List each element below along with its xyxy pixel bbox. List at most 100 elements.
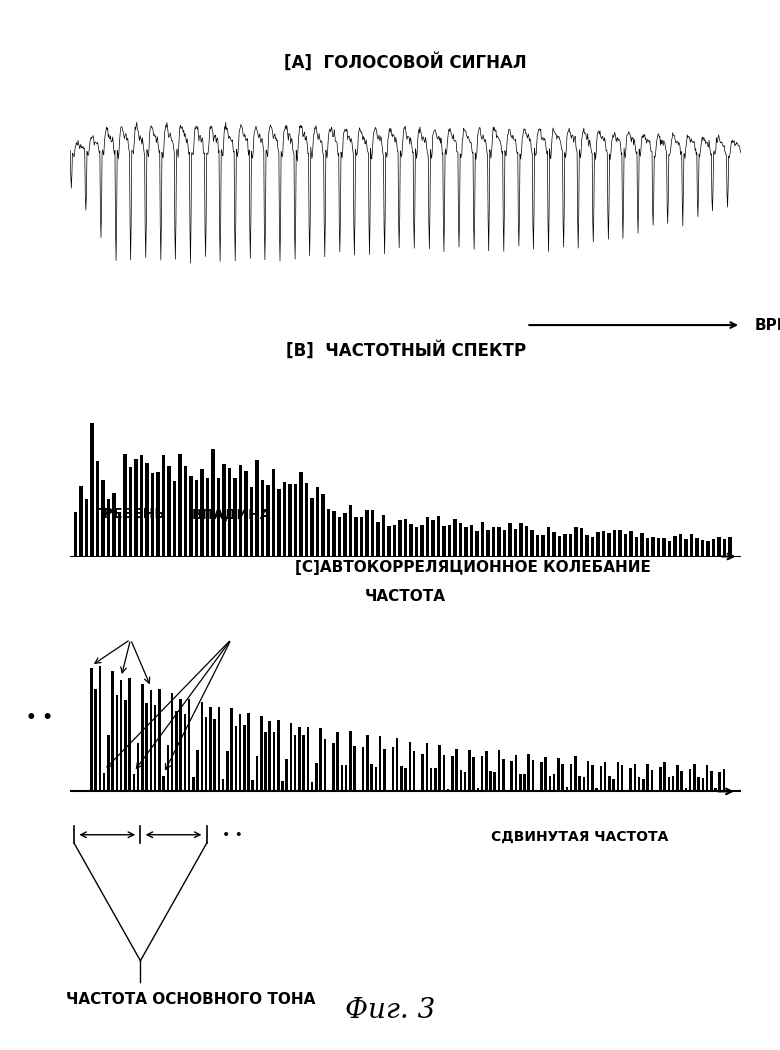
Bar (679, 533, 682, 556)
Bar (676, 764, 679, 792)
Bar (283, 482, 286, 556)
Bar (464, 527, 468, 556)
Bar (162, 776, 165, 792)
Text: [B]  ЧАСТОТНЫЙ СПЕКТР: [B] ЧАСТОТНЫЙ СПЕКТР (285, 341, 526, 360)
Bar (80, 486, 83, 556)
Bar (218, 707, 220, 792)
Bar (311, 781, 314, 792)
Bar (188, 699, 190, 792)
Bar (472, 756, 475, 792)
Bar (519, 774, 522, 792)
Bar (266, 485, 270, 556)
Bar (729, 538, 732, 556)
Bar (195, 480, 198, 556)
Bar (310, 499, 314, 556)
Bar (115, 695, 119, 792)
Bar (107, 499, 111, 556)
Bar (134, 459, 138, 556)
Bar (672, 776, 675, 792)
Bar (710, 772, 713, 792)
Bar (477, 788, 479, 792)
Bar (523, 774, 526, 792)
Bar (327, 509, 331, 556)
Bar (451, 756, 454, 792)
Bar (289, 484, 292, 556)
Bar (256, 756, 258, 792)
Bar (200, 469, 204, 556)
Text: • •: • • (222, 827, 243, 842)
Bar (209, 707, 211, 792)
Bar (646, 538, 649, 556)
Bar (273, 732, 275, 792)
Bar (536, 790, 538, 792)
Bar (171, 693, 173, 792)
Text: ЧАСТОТА ОСНОВНОГО ТОНА: ЧАСТОТА ОСНОВНОГО ТОНА (66, 992, 316, 1007)
Bar (486, 530, 490, 556)
Bar (430, 768, 432, 792)
Bar (353, 747, 356, 792)
Text: ВПАДИНА: ВПАДИНА (191, 507, 271, 521)
Bar (591, 765, 594, 792)
Bar (697, 777, 700, 792)
Bar (662, 539, 666, 556)
Bar (624, 533, 627, 556)
Bar (255, 460, 259, 556)
Bar (552, 531, 556, 556)
Bar (569, 533, 573, 556)
Bar (190, 476, 193, 556)
Bar (239, 714, 241, 792)
Bar (74, 512, 77, 556)
Bar (421, 754, 424, 792)
Bar (608, 776, 611, 792)
Bar (553, 774, 555, 792)
Bar (379, 736, 381, 792)
Bar (638, 777, 640, 792)
Bar (498, 750, 500, 792)
Bar (184, 465, 187, 556)
Bar (399, 520, 402, 556)
Bar (285, 759, 288, 792)
Bar (151, 472, 154, 556)
Bar (349, 505, 353, 556)
Bar (343, 512, 347, 556)
Bar (580, 528, 583, 556)
Bar (222, 464, 226, 556)
Bar (124, 700, 126, 792)
Bar (413, 751, 416, 792)
Bar (468, 751, 470, 792)
Bar (357, 790, 360, 792)
Bar (264, 732, 267, 792)
Bar (596, 532, 600, 556)
Bar (723, 539, 726, 556)
Bar (235, 727, 237, 792)
Bar (243, 724, 246, 792)
Bar (278, 489, 281, 556)
Bar (228, 468, 232, 556)
Bar (714, 789, 717, 792)
Bar (393, 525, 396, 556)
Bar (129, 467, 133, 556)
Bar (251, 780, 254, 792)
Bar (94, 690, 97, 792)
Bar (247, 713, 250, 792)
Bar (510, 760, 513, 792)
Bar (321, 494, 325, 556)
Bar (200, 701, 203, 792)
Bar (684, 539, 688, 556)
Bar (123, 454, 127, 556)
Bar (562, 764, 564, 792)
Text: ЧАСТОТА: ЧАСТОТА (365, 589, 446, 604)
Bar (305, 483, 308, 556)
Bar (438, 744, 441, 792)
Bar (417, 790, 420, 792)
Bar (140, 455, 144, 556)
Bar (547, 527, 551, 556)
Bar (370, 763, 373, 792)
Bar (574, 527, 578, 556)
Bar (154, 706, 156, 792)
Bar (261, 481, 264, 556)
Bar (563, 533, 567, 556)
Bar (230, 708, 232, 792)
Bar (112, 671, 114, 792)
Bar (226, 751, 229, 792)
